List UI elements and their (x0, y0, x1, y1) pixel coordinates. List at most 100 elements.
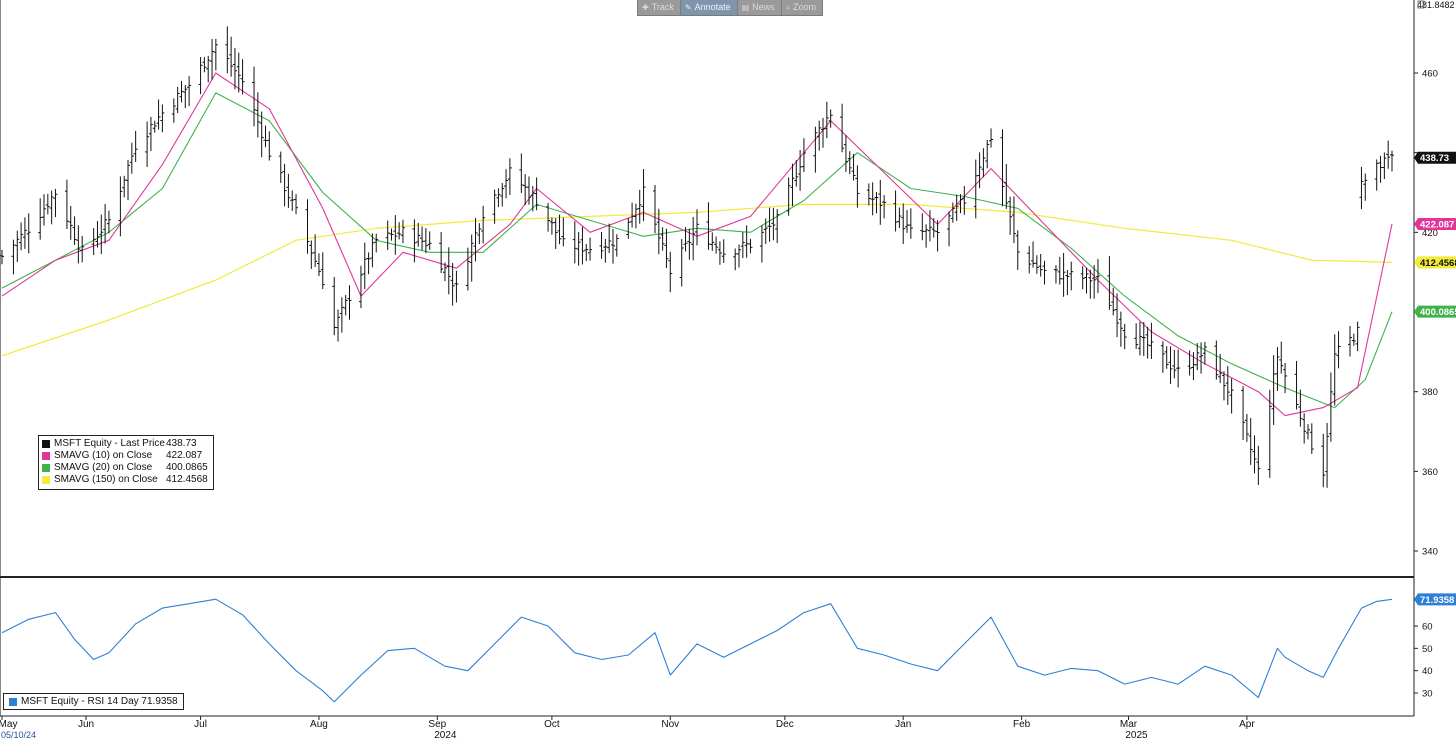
rsi-legend-value: 71.9358 (141, 696, 178, 707)
chart-toolbar: ✚ Track ✎ Annotate ▤ News ⌕ Zoom (637, 0, 824, 16)
ohlc-bar (267, 131, 272, 161)
ohlc-bar (549, 217, 554, 235)
ohlc-bar (1031, 241, 1036, 268)
ohlc-bar (19, 222, 24, 251)
ohlc-bar (1294, 360, 1299, 410)
ohlc-bar (813, 126, 818, 173)
ohlc-bar (507, 158, 512, 195)
ohlc-bar (469, 234, 474, 282)
ohlc-bar (1172, 349, 1177, 379)
price-legend[interactable]: MSFT Equity - Last Price 438.73 SMAVG (10… (38, 435, 214, 490)
ohlc-bar (1256, 445, 1261, 485)
x-year-label: 2025 (1125, 730, 1148, 740)
ohlc-bar (316, 253, 321, 277)
ohlc-bar (26, 213, 31, 254)
ohlc-bar (874, 191, 879, 214)
ohlc-bar (148, 116, 153, 151)
ohlc-bar (870, 182, 875, 216)
ohlc-bar (400, 219, 405, 244)
legend-row-sma150: SMAVG (150) on Close 412.4568 (42, 474, 208, 486)
ohlc-bar (171, 98, 176, 123)
ohlc-bar (313, 234, 318, 267)
ohlc-bar (630, 202, 635, 228)
y-tick-label: 420 (1422, 228, 1438, 239)
ohlc-bar (0, 249, 4, 265)
ohlc-bar (393, 215, 398, 255)
ohlc-bar (225, 26, 230, 74)
ohlc-bar (49, 190, 54, 225)
ohlc-bar (855, 165, 860, 208)
ohlc-bar (1137, 321, 1142, 356)
ohlc-bar (901, 203, 906, 244)
ohlc-bar (557, 214, 562, 245)
last-price-tag-bg (1414, 151, 1456, 164)
news-button[interactable]: ▤ News (738, 0, 782, 15)
zoom-button[interactable]: ⌕ Zoom (782, 0, 823, 15)
ohlc-bar (1164, 346, 1169, 369)
ohlc-bar (53, 189, 58, 217)
track-button[interactable]: ✚ Track (638, 0, 681, 15)
ohlc-bar (95, 221, 100, 248)
ohlc-bar (588, 237, 593, 261)
ohlc-bar (385, 220, 390, 251)
ohlc-bar (446, 247, 451, 295)
ohlc-bar (897, 207, 902, 228)
ohlc-bar (118, 176, 123, 237)
x-start-date-label: 05/10/24 (1, 730, 36, 740)
rsi-y-tick-label: 40 (1422, 666, 1433, 677)
ohlc-bar (1011, 196, 1016, 244)
ohlc-bar (1328, 372, 1333, 442)
ohlc-bar (790, 163, 795, 207)
ohlc-bar (1141, 321, 1146, 357)
ohlc-bar (1168, 346, 1173, 384)
rsi-legend-label: MSFT Equity - RSI 14 Day (21, 696, 139, 707)
ohlc-bar (977, 152, 982, 189)
ohlc-bar (1309, 423, 1314, 454)
x-month-label: Sep (428, 719, 446, 730)
ohlc-bar (561, 217, 566, 247)
x-month-label: Jul (194, 719, 207, 730)
ohlc-bar (210, 38, 215, 80)
ohlc-bar (985, 140, 990, 169)
ohlc-bar (599, 231, 604, 259)
ohlc-bar (38, 198, 43, 240)
ohlc-bar (931, 218, 936, 238)
ohlc-bar (1225, 366, 1230, 406)
ohlc-bar (370, 233, 375, 268)
ohlc-bar (947, 211, 952, 247)
annotate-button[interactable]: ✎ Annotate (680, 0, 738, 15)
ohlc-bar (309, 240, 314, 269)
ohlc-bar (687, 228, 692, 260)
ohlc-bar (523, 174, 528, 205)
ohlc-bar (1305, 424, 1310, 440)
ohlc-bar (1122, 324, 1127, 350)
ohlc-bar (72, 216, 77, 245)
ohlc-bar (91, 228, 96, 256)
ohlc-bar (1080, 266, 1085, 290)
ohlc-bar (530, 185, 535, 212)
ohlc-bar (439, 232, 444, 274)
ohlc-bar (1325, 423, 1330, 488)
ohlc-bar (1221, 371, 1226, 401)
ohlc-bar (1053, 265, 1058, 284)
ohlc-bar (683, 227, 688, 252)
ohlc-bar (748, 238, 753, 254)
ohlc-bar (282, 163, 287, 207)
ohlc-bar (1275, 347, 1280, 391)
rsi-tag: 71.9358 (1420, 595, 1454, 606)
ohlc-bar (695, 209, 699, 246)
ohlc-bar (737, 244, 742, 268)
ohlc-bar (240, 59, 245, 95)
ohlc-bar (950, 202, 955, 223)
ohlc-bar (129, 142, 134, 174)
ohlc-bar (336, 309, 341, 342)
ohlc-bar (1118, 311, 1123, 347)
x-month-label: Nov (661, 719, 679, 730)
ohlc-bar (851, 154, 856, 181)
ohlc-bar (652, 184, 657, 234)
rsi-y-tick-label: 30 (1422, 689, 1433, 700)
ohlc-bar (1283, 363, 1288, 394)
rsi-legend[interactable]: MSFT Equity - RSI 14 Day 71.9358 (3, 693, 184, 710)
ohlc-bar (252, 66, 257, 127)
